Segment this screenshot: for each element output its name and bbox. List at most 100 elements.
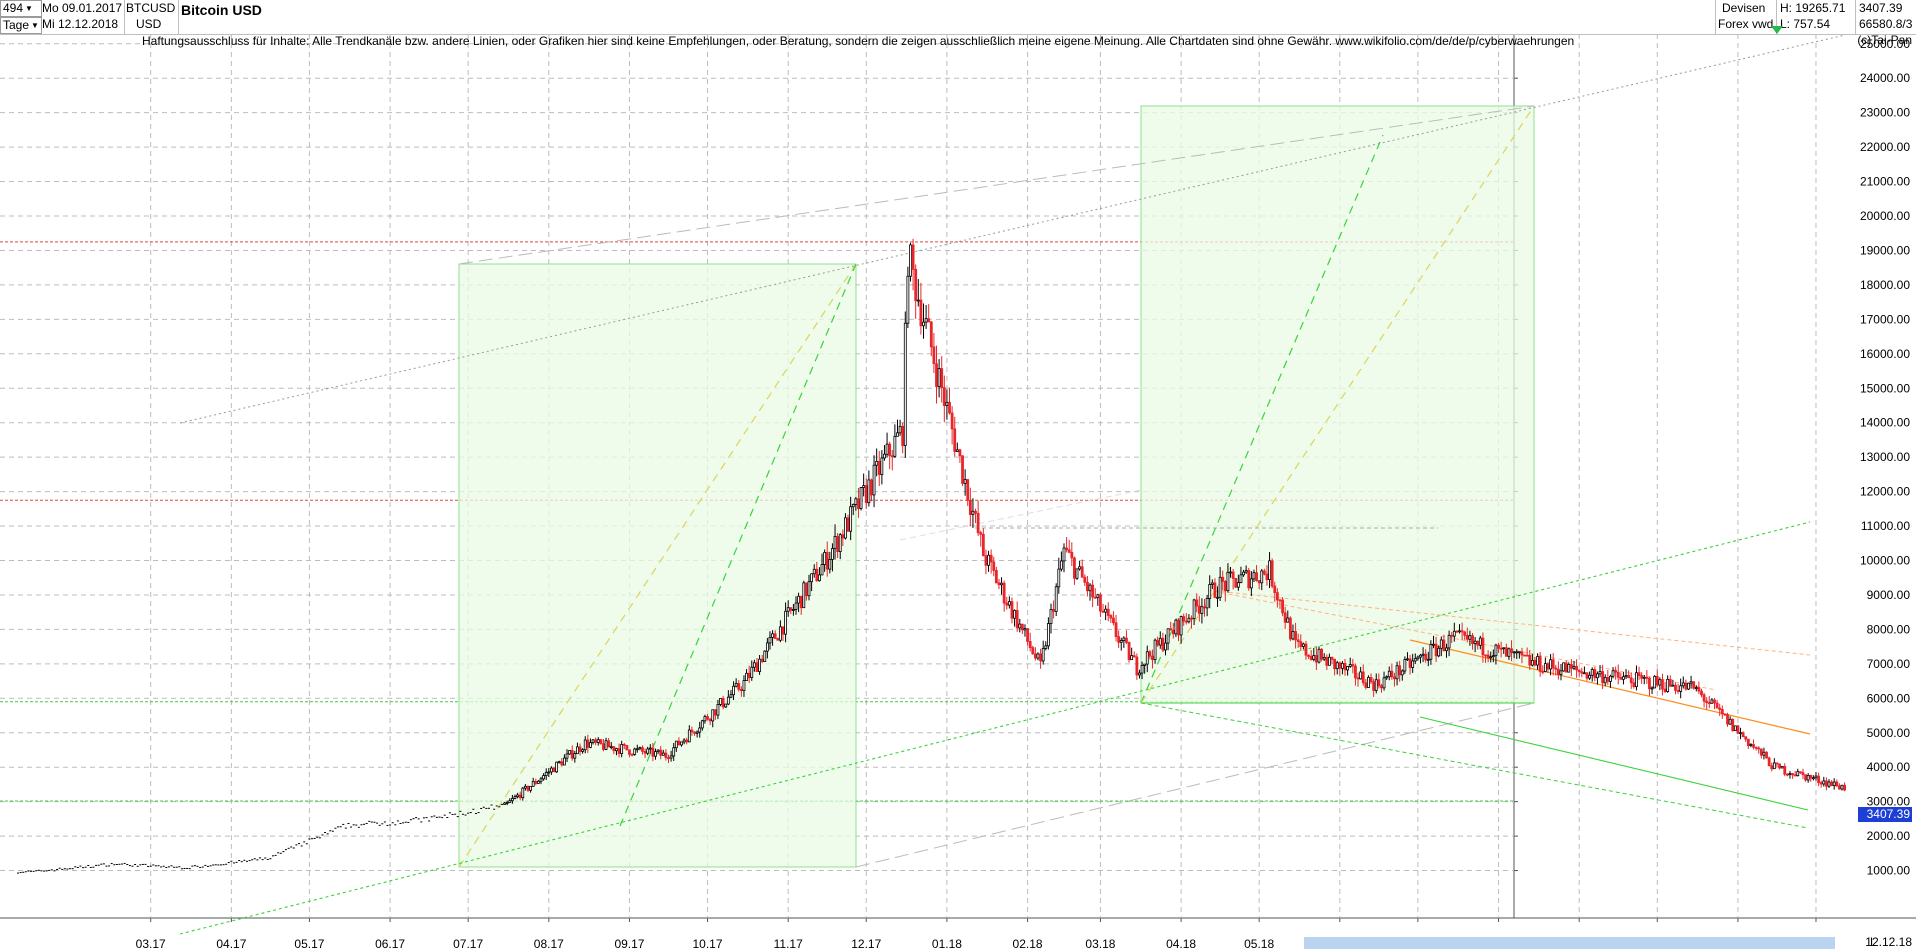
candle-body	[1452, 630, 1456, 637]
candle-body	[503, 802, 506, 805]
candle-body	[1242, 571, 1245, 576]
candle-body	[1819, 782, 1823, 785]
candle-body	[825, 552, 829, 570]
candle-body	[1093, 596, 1097, 599]
interval-select[interactable]: Tage ▼	[0, 17, 42, 34]
candle-body	[1390, 670, 1394, 678]
candle-body	[927, 318, 931, 323]
candle-body	[1801, 772, 1805, 776]
candle-body	[1125, 637, 1128, 643]
candle-body	[916, 299, 920, 302]
candle-body	[630, 753, 634, 756]
x-tick-label: 05.17	[294, 937, 324, 951]
candle-body	[612, 746, 616, 752]
candle-body	[747, 672, 751, 678]
candle-body	[984, 555, 988, 566]
y-tick-label: 19000.00	[1860, 243, 1910, 257]
candle-body	[721, 698, 725, 708]
y-tick-label: 15000.00	[1860, 381, 1910, 395]
candle-body	[1286, 617, 1290, 623]
candle-body	[1741, 732, 1745, 738]
y-tick-label: 17000.00	[1860, 312, 1910, 326]
candle-body	[1637, 672, 1641, 677]
candle-body	[974, 510, 977, 514]
candle-body	[1028, 641, 1032, 649]
candle-body	[1411, 660, 1415, 668]
candle-body	[1270, 560, 1274, 587]
candle-body	[1127, 642, 1131, 661]
candle-body	[1380, 685, 1383, 689]
candle-body	[862, 485, 866, 488]
candle-body	[674, 740, 678, 749]
candle-body	[1221, 576, 1225, 582]
triangle-down-icon	[1771, 26, 1783, 34]
y-tick-label: 3000.00	[1867, 795, 1911, 809]
candle-body	[846, 517, 850, 532]
candle-body	[818, 574, 821, 582]
candle-body	[1039, 653, 1042, 662]
count-select[interactable]: 494 ▼	[0, 0, 42, 17]
candle-body	[1382, 677, 1386, 689]
header-divider	[1715, 0, 1716, 34]
candle-body	[680, 741, 683, 746]
candle-body	[953, 428, 957, 452]
log-scale-toggle[interactable]: L	[1870, 935, 1877, 949]
candle-body	[607, 740, 611, 748]
candle-body	[836, 536, 840, 552]
candle-body	[1067, 549, 1071, 553]
candle-body	[1609, 675, 1612, 682]
candle-body	[1145, 651, 1149, 665]
candle-body	[1546, 663, 1550, 670]
candle-body	[1354, 665, 1357, 679]
candle-body	[1080, 566, 1084, 578]
candle-body	[542, 775, 546, 780]
candle-body	[1216, 596, 1219, 599]
candle-body	[1707, 702, 1711, 705]
candle-body	[1476, 640, 1480, 646]
candle-body	[625, 744, 629, 751]
candle-body	[1765, 751, 1768, 759]
candle-body	[1720, 709, 1724, 715]
candle-body	[1002, 582, 1006, 604]
interval-value: Tage	[3, 18, 30, 32]
candles-layer	[17, 238, 1847, 874]
candle-body	[950, 412, 954, 430]
candle-body	[924, 318, 928, 323]
currency-label: USD	[136, 17, 162, 31]
candle-body	[1421, 653, 1425, 656]
header-divider	[124, 0, 125, 34]
candle-body	[544, 772, 548, 776]
scroll-range-indicator[interactable]	[1304, 937, 1835, 949]
y-tick-label: 1000.00	[1867, 864, 1911, 878]
last-price-marker: 3407.39	[1858, 807, 1912, 822]
candle-body	[1164, 642, 1167, 651]
x-tick-label: 10.17	[693, 937, 723, 951]
candle-body	[1481, 637, 1485, 656]
candle-body	[547, 771, 551, 774]
candle-body	[1705, 700, 1709, 704]
candle-body	[508, 800, 512, 803]
candle-body	[1840, 784, 1844, 790]
candle-body	[1583, 672, 1586, 675]
candle-body	[724, 703, 728, 708]
candle-body	[1772, 762, 1776, 770]
candle-body	[687, 729, 691, 743]
candle-body	[1512, 651, 1516, 654]
y-tick-label: 18000.00	[1860, 278, 1910, 292]
candle-body	[1588, 674, 1592, 679]
candle-body	[568, 750, 572, 755]
candle-body	[1653, 675, 1657, 689]
date-to[interactable]: Mi 12.12.2018	[42, 17, 119, 31]
candle-body	[1322, 656, 1326, 660]
candle-body	[797, 595, 800, 604]
candle-body	[786, 607, 790, 612]
x-tick-label: 01.18	[932, 937, 962, 951]
candle-body	[1236, 582, 1240, 588]
candle-body	[1715, 702, 1719, 709]
candle-body	[1559, 670, 1563, 675]
candle-body	[1689, 681, 1693, 684]
date-from[interactable]: Mo 09.01.2017	[42, 1, 123, 15]
candle-body	[958, 449, 962, 457]
candle-body	[648, 747, 652, 750]
